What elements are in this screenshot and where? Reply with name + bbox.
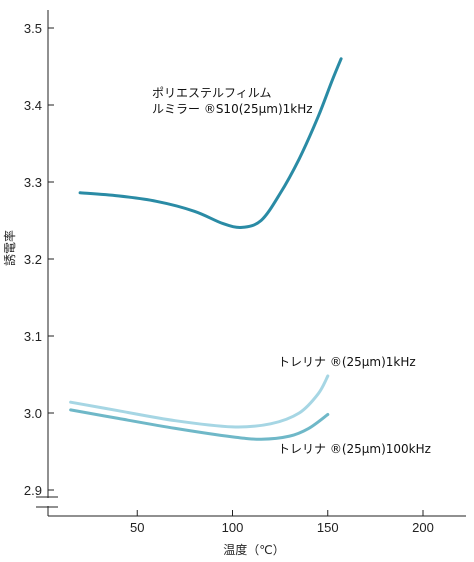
y-tick-label: 3.4 [24,98,42,113]
y-tick-label: 3.3 [24,175,42,190]
x-tick-label: 50 [130,520,144,535]
ticks: 2.9 3.0 3.1 3.2 3.3 3.4 3.5 50 100 150 200 [24,21,434,535]
y-axis-title: 誘電率 [2,230,17,266]
x-tick-label: 200 [412,520,434,535]
y-tick-label: 3.0 [24,406,42,421]
x-tick-label: 100 [222,520,244,535]
y-tick-label: 3.5 [24,21,42,36]
series-torelina-1khz [69,374,330,429]
series-torelina-100khz [69,408,330,441]
y-tick-label: 3.2 [24,252,42,267]
x-axis-title: 温度（℃） [223,542,284,557]
y-tick-label: 2.9 [24,483,42,498]
series-lines [69,57,343,441]
y-tick-label: 3.1 [24,329,42,344]
series-label: ルミラー ®S10(25μm)1kHz [152,102,313,116]
axes [36,10,466,517]
series-lumirror-s10-1khz [78,57,343,229]
series-label: ポリエステルフィルム [152,86,272,100]
series-label: トレリナ ®(25μm)1kHz [278,355,416,369]
x-tick-label: 150 [317,520,339,535]
series-label: トレリナ ®(25μm)100kHz [278,442,431,456]
